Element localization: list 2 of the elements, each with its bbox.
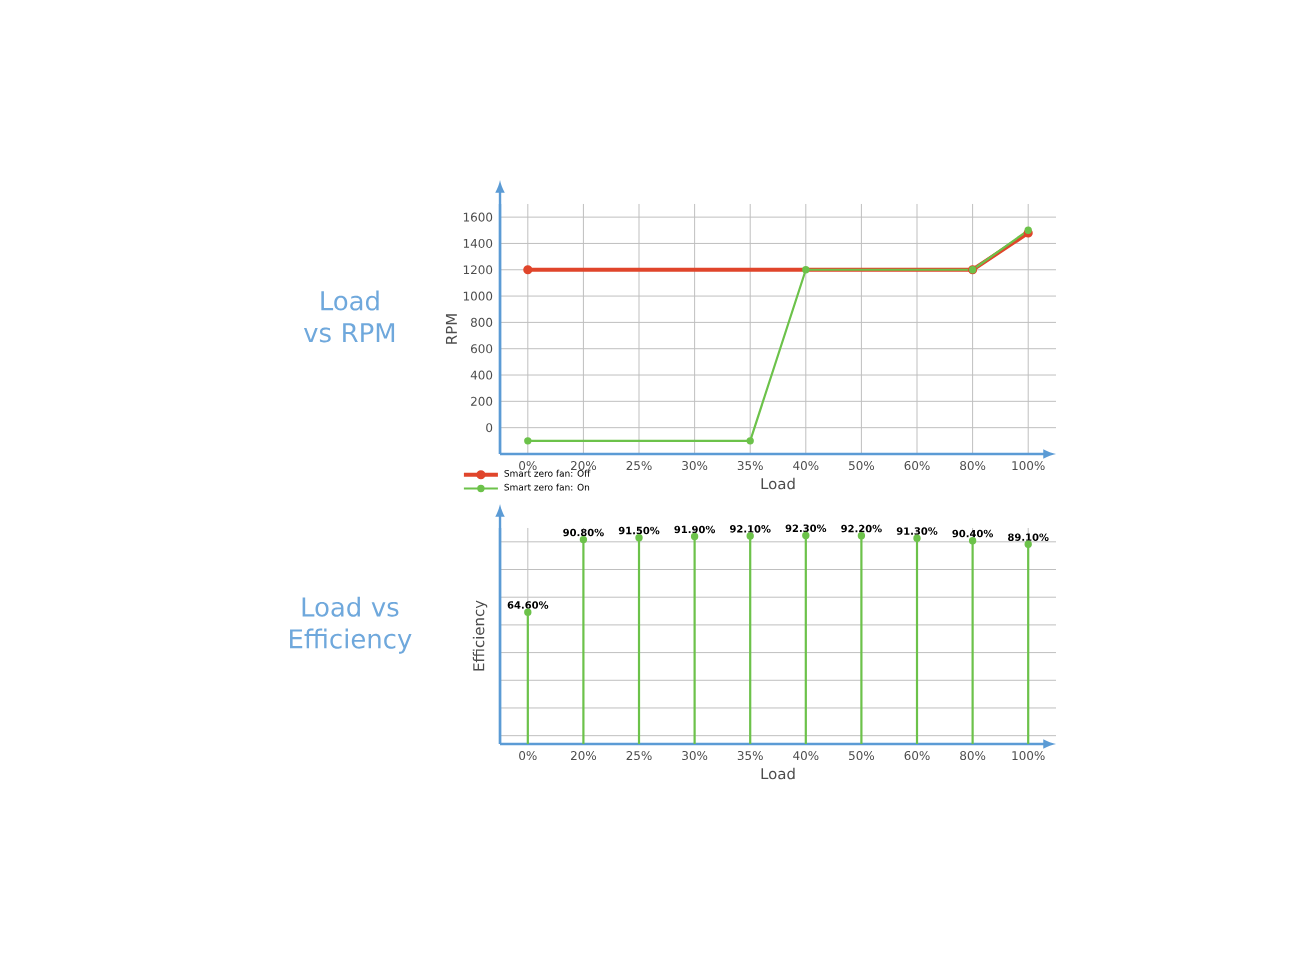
- text: Load vs Efficiency: [290, 596, 412, 654]
- text: Load vs RPM: [303, 290, 395, 343]
